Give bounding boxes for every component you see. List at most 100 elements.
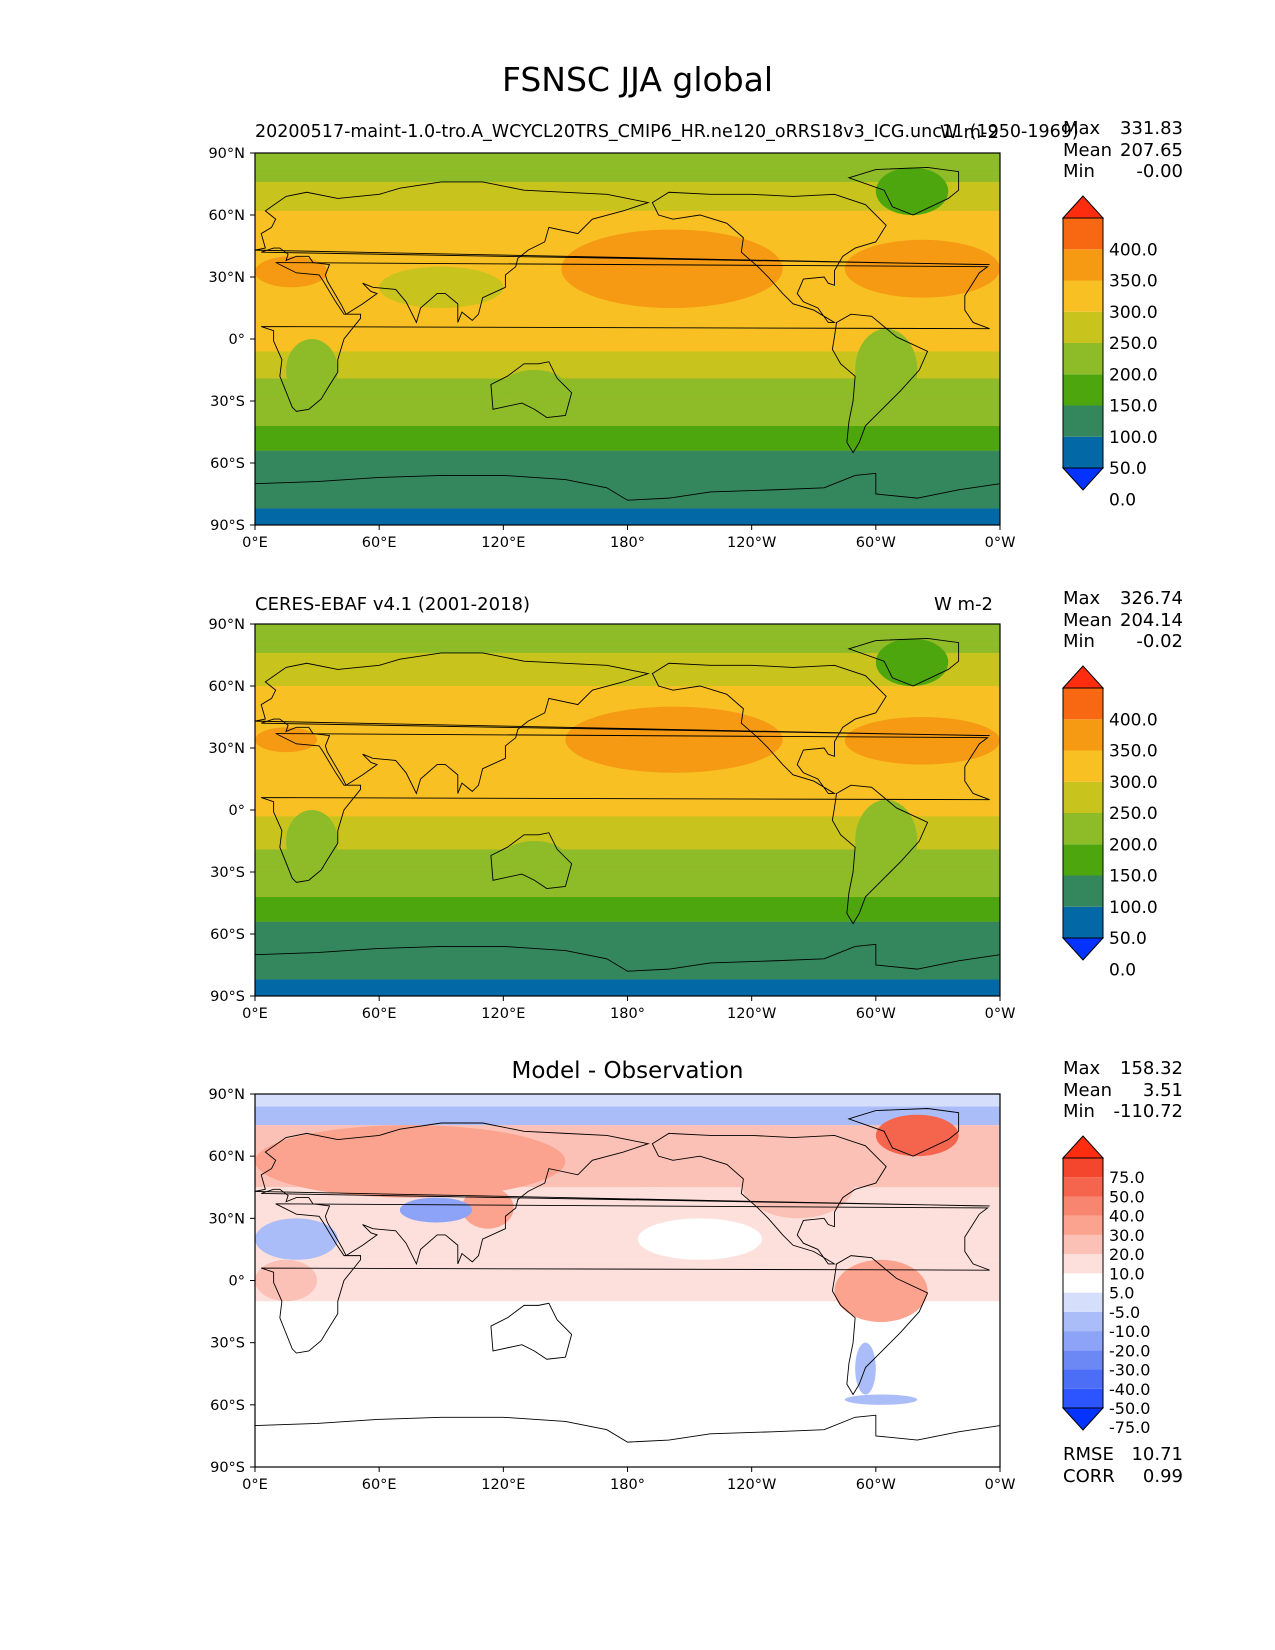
zonal-band: [255, 896, 1000, 922]
stat-min-label: Min: [1063, 631, 1095, 652]
stat-mean-label: Mean: [1063, 1079, 1113, 1101]
lat-tick-label: 60°S: [210, 456, 245, 472]
colorbar-tick-label: 40.0: [1109, 1207, 1145, 1226]
stat-mean-value: 204.14: [1120, 609, 1183, 631]
lon-tick-label: 120°E: [481, 535, 525, 551]
land-outline: [87, 1256, 182, 1395]
land-outline: [87, 314, 182, 452]
colorbar-tick-label: 50.0: [1109, 459, 1147, 479]
colorbar-tick-label: 75.0: [1109, 1168, 1145, 1187]
model-run-title: 20200517-maint-1.0-tro.A_WCYCL20TRS_CMIP…: [255, 122, 1079, 142]
land-outline: [847, 167, 960, 216]
colorbar-frame: [1062, 217, 1104, 469]
lat-tick-label: 30°N: [208, 741, 245, 757]
stat-rmse-value: 10.71: [1131, 1444, 1183, 1465]
map-field: [0, 153, 1000, 525]
colorbar-tick-label: -20.0: [1109, 1341, 1150, 1360]
figure-title: FSNSC JJA global: [501, 60, 774, 99]
diff-title: Model - Observation: [511, 1058, 744, 1084]
map-field: [0, 1094, 1000, 1467]
lat-tick-label: 0°: [229, 1274, 245, 1290]
stat-corr-value: 0.99: [1142, 1465, 1183, 1487]
colorbar-segment: [1063, 750, 1103, 782]
zonal-band: [255, 624, 1000, 645]
colorbar-segment: [1063, 844, 1103, 876]
colorbar-tick-label: -30.0: [1109, 1361, 1150, 1380]
lat-tick-label: 0°: [229, 332, 245, 348]
colorbar-segment: [1063, 436, 1103, 468]
colorbar-segment: [1063, 374, 1103, 406]
colorbar-tick-label: 350.0: [1109, 272, 1158, 292]
lon-tick-label: 0°E: [242, 1477, 268, 1493]
field-patch: [561, 229, 783, 308]
land-outline: [255, 1414, 1000, 1467]
zonal-band: [255, 979, 1000, 996]
colorbar-tick-label: 350.0: [1109, 742, 1158, 762]
land-outline: [831, 784, 929, 925]
lon-tick-label: 120°E: [481, 1006, 525, 1022]
lat-tick-label: 60°N: [208, 1149, 245, 1165]
colorbar-segment: [1063, 1369, 1103, 1389]
colorbar-segment: [1063, 1350, 1103, 1370]
stat-mean-label: Mean: [1063, 139, 1113, 161]
colorbar-tick-label: 200.0: [1109, 835, 1158, 855]
land-outline: [0, 1133, 141, 1264]
colorbar-tick-label: -5.0: [1109, 1303, 1140, 1322]
land-outline: [104, 638, 214, 686]
map-panel-model: [0, 152, 1001, 526]
lon-tick-label: 120°W: [727, 1477, 776, 1493]
colorbar-frame: [1062, 687, 1104, 939]
field-patch: [834, 1259, 928, 1322]
land-outline: [255, 472, 1000, 525]
colorbar-extend-low: [1061, 1407, 1105, 1431]
land-outline: [847, 1108, 960, 1157]
colorbar-extend-high: [1061, 195, 1105, 219]
lat-tick-label: 60°S: [210, 1398, 245, 1414]
colorbar-segment: [1063, 875, 1103, 907]
map-field: [0, 624, 1000, 996]
lon-tick-label: 0°W: [985, 1006, 1016, 1022]
colorbar-segment: [1063, 813, 1103, 845]
colorbar-tick-label: 30.0: [1109, 1226, 1145, 1245]
stat-max-value: 331.83: [1120, 118, 1183, 139]
land-outline: [831, 313, 929, 454]
zonal-band: [255, 508, 1000, 525]
zonal-band: [255, 1094, 1000, 1107]
land-outline: [255, 181, 990, 324]
colorbar-tick-label: 300.0: [1109, 303, 1158, 323]
land-outline: [0, 192, 141, 322]
field-patch: [255, 1259, 318, 1302]
stat-mean-value: 207.65: [1120, 139, 1183, 161]
colorbar-tick-label: 10.0: [1109, 1264, 1145, 1283]
model-stats: Max 331.83 Mean 207.65 Min -0.00: [1063, 118, 1183, 183]
land-outline: [255, 652, 990, 795]
stat-rmse-label: RMSE: [1063, 1444, 1114, 1465]
lat-tick-label: 90°N: [208, 146, 245, 162]
land-outline: [651, 1132, 887, 1265]
stat-min-value: -110.72: [1113, 1101, 1183, 1122]
stat-max-label: Max: [1063, 1058, 1101, 1079]
colorbar-segment: [1063, 719, 1103, 751]
land-outline: [490, 1302, 573, 1360]
colorbar-tick-label: 5.0: [1109, 1284, 1134, 1303]
field-patch: [379, 266, 504, 309]
lat-tick-label: 90°N: [208, 617, 245, 633]
colorbar-tick-label: -75.0: [1109, 1418, 1150, 1437]
colorbar-segment: [1063, 1311, 1103, 1332]
lon-tick-label: 180°: [610, 535, 645, 551]
stat-min-label: Min: [1063, 1101, 1095, 1122]
colorbar-segment: [1063, 1273, 1103, 1293]
zonal-band: [255, 1404, 1000, 1467]
land-outline: [261, 1203, 990, 1354]
lon-tick-label: 0°W: [985, 1477, 1016, 1493]
land-outline: [0, 182, 245, 323]
colorbar-tick-label: 50.0: [1109, 1187, 1145, 1206]
lat-tick-label: 30°S: [210, 865, 245, 881]
lon-tick-label: 60°W: [856, 1477, 896, 1493]
land-outline: [0, 653, 245, 794]
field-patch: [565, 706, 783, 773]
field-patch: [855, 328, 918, 412]
colorbar-segment: [1063, 343, 1103, 375]
colorbar-segment: [1063, 781, 1103, 813]
field-patch: [875, 167, 949, 215]
